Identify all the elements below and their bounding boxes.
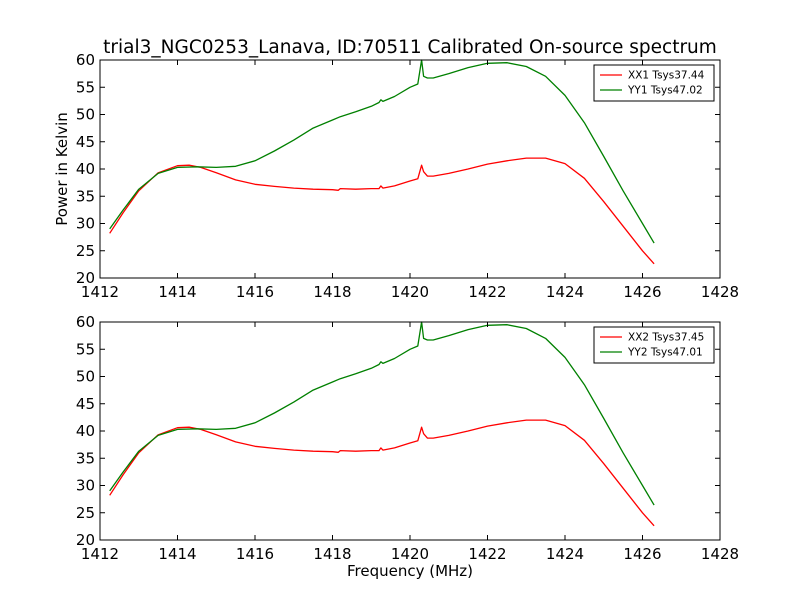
x-tick-label: 1424 xyxy=(546,545,584,563)
y-tick-label: 60 xyxy=(76,51,95,69)
x-tick-label: 1426 xyxy=(623,545,661,563)
y-tick-label: 45 xyxy=(76,395,95,413)
legend-box xyxy=(593,64,715,102)
y-tick-label: 50 xyxy=(76,106,95,124)
x-tick-label: 1418 xyxy=(313,545,351,563)
figure-title: trial3_NGC0253_Lanava, ID:70511 Calibrat… xyxy=(103,37,717,58)
y-tick-label: 20 xyxy=(76,269,95,287)
legend-entry: XX2 Tsys37.45 xyxy=(628,332,704,344)
x-axis-label: Frequency (MHz) xyxy=(347,562,473,580)
legend-entry: YY1 Tsys47.02 xyxy=(627,85,703,97)
x-tick-label: 1414 xyxy=(158,545,196,563)
y-tick-label: 45 xyxy=(76,133,95,151)
series-line-xx2 xyxy=(109,419,655,527)
legend: XX2 Tsys37.45 YY2 Tsys47.01 xyxy=(593,326,715,364)
y-tick-label: 25 xyxy=(76,504,95,522)
x-tick-label: 1420 xyxy=(391,545,429,563)
y-axis-label: Power in Kelvin xyxy=(53,112,71,226)
x-tick-label: 1416 xyxy=(236,545,274,563)
series-line-yy2 xyxy=(109,321,655,506)
y-tick-label: 55 xyxy=(76,340,95,358)
x-tick-label: 1428 xyxy=(701,545,739,563)
x-tick-label: 1412 xyxy=(81,545,119,563)
x-tick-label: 1412 xyxy=(81,283,119,301)
x-tick-label: 1424 xyxy=(546,283,584,301)
y-tick-label: 20 xyxy=(76,531,95,549)
y-tick-label: 35 xyxy=(76,449,95,467)
y-tick-label: 55 xyxy=(76,78,95,96)
x-tick-label: 1420 xyxy=(391,283,429,301)
y-tick-label: 50 xyxy=(76,368,95,386)
legend-entry: YY2 Tsys47.01 xyxy=(627,347,703,359)
x-tick-label: 1426 xyxy=(623,283,661,301)
y-tick-label: 60 xyxy=(76,313,95,331)
x-tick-label: 1416 xyxy=(236,283,274,301)
x-tick-label: 1418 xyxy=(313,283,351,301)
x-tick-label: 1422 xyxy=(468,545,506,563)
panels: 1412 1414 1416 1418 1420 1422 1424 1426 1428 20 25… xyxy=(76,51,739,563)
y-tick-label: 25 xyxy=(76,242,95,260)
y-tick-label: 35 xyxy=(76,187,95,205)
x-tick-label: 1414 xyxy=(158,283,196,301)
y-tick-label: 40 xyxy=(76,422,95,440)
y-tick-label: 30 xyxy=(76,477,95,495)
y-tick-label: 40 xyxy=(76,160,95,178)
legend-entry: XX1 Tsys37.44 xyxy=(628,70,705,82)
legend-box xyxy=(593,326,715,364)
x-tick-label: 1422 xyxy=(468,283,506,301)
panel-1: 1412 1414 1416 1418 1420 1422 1424 1426 1428 20 25… xyxy=(76,51,739,301)
legend: XX1 Tsys37.44 YY1 Tsys47.02 xyxy=(593,64,715,102)
series-line-yy1 xyxy=(109,59,655,244)
series-line-xx1 xyxy=(109,157,655,265)
panel-2: 1412 1414 1416 1418 1420 1422 1424 1426 1428 20 25… xyxy=(76,313,739,563)
x-tick-label: 1428 xyxy=(701,283,739,301)
y-tick-label: 30 xyxy=(76,215,95,233)
